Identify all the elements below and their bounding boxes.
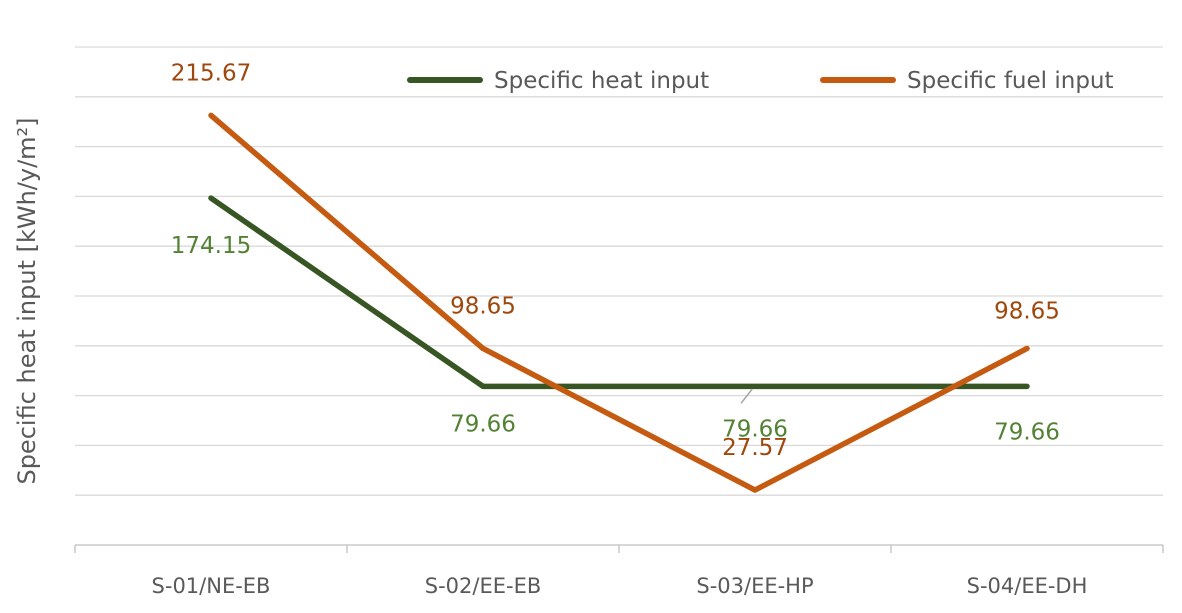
series-line-fuel-input (208, 112, 1030, 493)
legend-label: Specific fuel input (907, 68, 1114, 94)
y-axis-label: Specific heat input [kWh/y/m²] (13, 117, 41, 484)
x-tick-label: S-01/NE-EB (152, 574, 271, 598)
data-label: 98.65 (994, 298, 1060, 324)
legend: Specific heat input Specific fuel input (407, 68, 1114, 94)
x-axis: S-01/NE-EB S-02/EE-EB S-03/EE-HP S-04/EE-DH (74, 544, 1164, 598)
label-leader-line (740, 388, 753, 404)
gridlines (75, 46, 1163, 496)
data-label: 215.67 (171, 60, 251, 86)
data-label: 79.66 (722, 416, 788, 442)
legend-label: Specific heat input (494, 68, 709, 94)
data-label: 79.66 (994, 419, 1060, 445)
data-labels: 174.15 79.66 79.66 79.66 215.67 98.65 27.57 98.… (171, 60, 1060, 461)
data-label: 79.66 (450, 411, 516, 437)
x-tick-label: S-03/EE-HP (696, 574, 813, 598)
x-tick-label: S-02/EE-EB (425, 574, 542, 598)
series-lines (208, 112, 1030, 493)
data-label: 98.65 (450, 293, 516, 319)
x-tick-label: S-04/EE-DH (967, 574, 1088, 598)
series-line-heat-input (208, 195, 1030, 390)
data-label: 27.57 (722, 435, 788, 461)
data-label: 174.15 (171, 233, 251, 259)
